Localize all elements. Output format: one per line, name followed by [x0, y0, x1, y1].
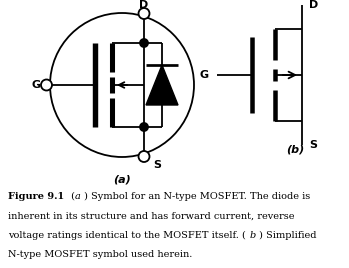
- Text: (: (: [68, 192, 75, 201]
- Text: S: S: [309, 140, 317, 150]
- Text: ) Symbol for an N-type MOSFET. The diode is: ) Symbol for an N-type MOSFET. The diode…: [84, 192, 310, 201]
- Text: ) Simplified: ) Simplified: [259, 231, 317, 240]
- Text: G: G: [31, 80, 40, 90]
- Text: b: b: [250, 231, 256, 240]
- Text: Figure 9.1: Figure 9.1: [8, 192, 64, 201]
- Text: inherent in its structure and has forward current, reverse: inherent in its structure and has forwar…: [8, 211, 295, 221]
- Text: (b): (b): [286, 145, 304, 155]
- Circle shape: [139, 151, 149, 162]
- Text: a: a: [75, 192, 81, 201]
- Circle shape: [140, 123, 148, 131]
- Circle shape: [139, 8, 149, 19]
- Text: N-type MOSFET symbol used herein.: N-type MOSFET symbol used herein.: [8, 251, 192, 259]
- Text: S: S: [153, 160, 161, 170]
- Text: (a): (a): [113, 175, 131, 185]
- Circle shape: [41, 80, 52, 91]
- Text: D: D: [139, 0, 149, 10]
- Text: G: G: [200, 70, 209, 80]
- Text: D: D: [309, 0, 318, 10]
- Polygon shape: [146, 65, 178, 105]
- Circle shape: [140, 39, 148, 47]
- Text: voltage ratings identical to the MOSFET itself. (: voltage ratings identical to the MOSFET …: [8, 231, 246, 240]
